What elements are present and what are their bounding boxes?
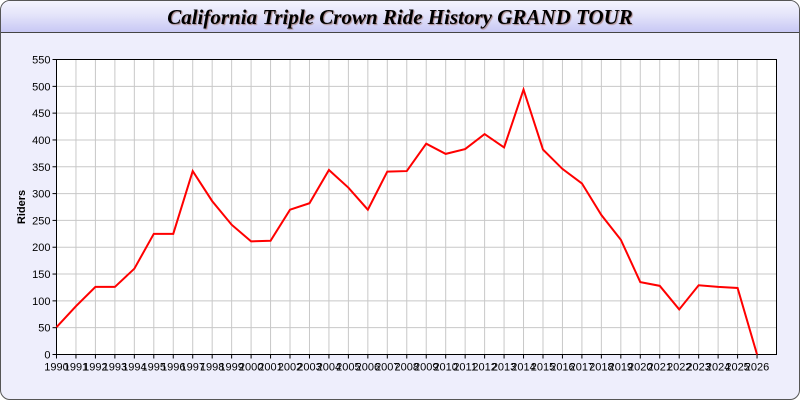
y-axis: 0 50 100 150 200 250 300 350 400 450 500 550: [32, 55, 57, 362]
y-tick-label: 200: [32, 242, 50, 254]
x-tick-label: 2001: [258, 362, 282, 374]
y-tick-label: 0: [44, 350, 50, 362]
x-tick-label: 2007: [375, 362, 399, 374]
y-tick-label: 250: [32, 215, 50, 227]
y-tick-label: 300: [32, 189, 50, 201]
x-tick-label: 2009: [414, 362, 438, 374]
y-tick-label: 550: [32, 55, 50, 67]
x-tick-label: 2012: [472, 362, 496, 374]
y-tick-label: 400: [32, 135, 50, 147]
chart-title: California Triple Crown Ride History GRA…: [167, 5, 633, 29]
y-tick-label: 350: [32, 162, 50, 174]
x-tick-label: 2004: [317, 362, 341, 374]
x-tick-label: 2026: [745, 362, 769, 374]
x-tick-label: 2020: [628, 362, 652, 374]
x-tick-label: 2021: [648, 362, 672, 374]
x-axis: 1990199119921993199419951996199719981999…: [44, 354, 769, 374]
x-tick-label: 1999: [219, 362, 243, 374]
x-tick-label: 1998: [200, 362, 224, 374]
x-tick-label: 1996: [161, 362, 185, 374]
grid: [56, 59, 777, 355]
x-tick-label: 2018: [589, 362, 613, 374]
x-tick-label: 2003: [297, 362, 321, 374]
x-tick-label: 2005: [336, 362, 360, 374]
x-tick-label: 2022: [667, 362, 691, 374]
x-tick-label: 2010: [433, 362, 457, 374]
x-tick-label: 2019: [609, 362, 633, 374]
y-tick-label: 500: [32, 81, 50, 93]
y-tick-label: 100: [32, 296, 50, 308]
x-tick-label: 1995: [142, 362, 166, 374]
y-tick-label: 450: [32, 108, 50, 120]
x-tick-label: 1990: [44, 362, 68, 374]
x-tick-label: 1991: [64, 362, 88, 374]
x-tick-label: 2006: [356, 362, 380, 374]
x-tick-label: 1993: [103, 362, 127, 374]
x-tick-label: 1992: [83, 362, 107, 374]
x-tick-label: 2013: [492, 362, 516, 374]
x-tick-label: 2023: [686, 362, 710, 374]
x-tick-label: 1994: [122, 362, 146, 374]
x-tick-label: 2011: [453, 362, 477, 374]
x-tick-label: 2002: [278, 362, 302, 374]
y-tick-label: 150: [32, 269, 50, 281]
y-tick-label: 50: [38, 323, 50, 335]
series-riders: [55, 86, 759, 355]
x-tick-label: 2016: [550, 362, 574, 374]
plot-area: [56, 59, 777, 355]
plot-background: [56, 59, 777, 355]
y-axis-label: Riders: [16, 190, 28, 224]
x-tick-label: 2025: [725, 362, 749, 374]
x-tick-label: 2017: [570, 362, 594, 374]
x-tick-label: 2008: [395, 362, 419, 374]
title-bar: California Triple Crown Ride History GRA…: [1, 1, 799, 33]
x-tick-label: 1997: [180, 362, 204, 374]
x-tick-label: 2015: [531, 362, 555, 374]
x-tick-label: 2024: [706, 362, 730, 374]
x-tick-label: 2014: [511, 362, 535, 374]
x-tick-label: 2000: [239, 362, 263, 374]
